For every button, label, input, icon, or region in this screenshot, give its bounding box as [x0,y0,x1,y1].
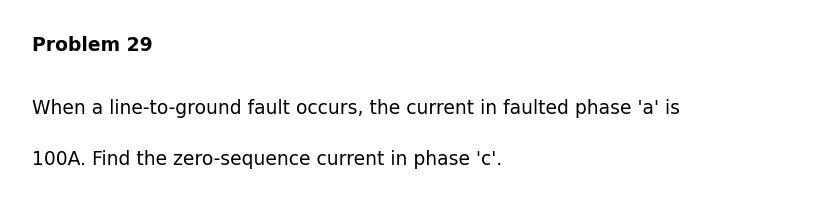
Text: When a line-to-ground fault occurs, the current in faulted phase 'a' is: When a line-to-ground fault occurs, the … [32,99,680,118]
Text: Problem 29: Problem 29 [32,36,153,55]
Text: 100A. Find the zero-sequence current in phase 'c'.: 100A. Find the zero-sequence current in … [32,150,502,169]
